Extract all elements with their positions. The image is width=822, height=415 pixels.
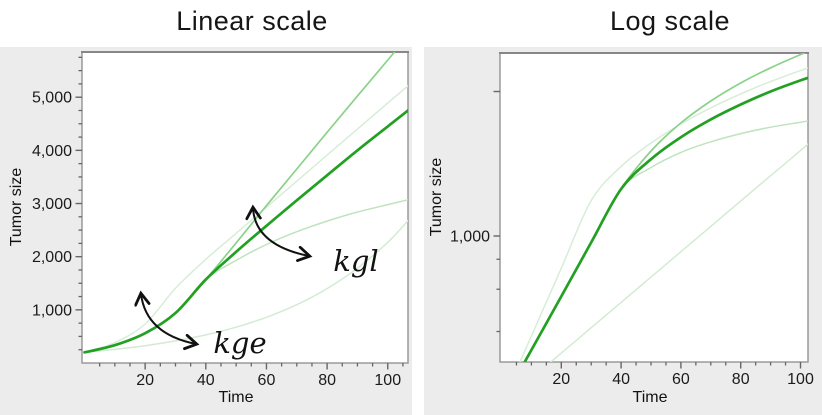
x-tick-label: 100: [787, 371, 814, 388]
curve-kge-low: [549, 143, 808, 362]
curve-base: [523, 76, 808, 362]
linear-panel-title: Linear scale: [176, 6, 328, 36]
x-tick-label: 80: [318, 372, 336, 389]
curve-kge-high: [519, 67, 808, 362]
annotation-layer: kge kgl: [141, 208, 379, 360]
x-tick-label: 60: [672, 371, 690, 388]
y-tick-label: 1,000: [32, 302, 72, 319]
y-tick-label: 1,000: [450, 229, 490, 246]
kge-arrow: [141, 294, 196, 344]
x-tick-label: 60: [258, 372, 276, 389]
log-plot-area: 20 40 60 80 100 1,000: [450, 52, 814, 388]
log-x-axis-label: Time: [632, 389, 668, 406]
kge-annotation-label: kge: [213, 326, 266, 360]
x-tick-label: 40: [612, 371, 630, 388]
x-tick-label: 40: [197, 372, 215, 389]
y-tick-label: 2,000: [32, 249, 72, 266]
linear-x-axis-label: Time: [218, 389, 254, 406]
kgl-annotation-label: kgl: [333, 244, 378, 278]
x-tick-label: 80: [732, 371, 750, 388]
x-tick-label: 20: [552, 371, 570, 388]
curves-group: [519, 53, 808, 362]
x-tick-label: 100: [374, 372, 401, 389]
plot-frame: [81, 51, 409, 364]
y-tick-label: 5,000: [32, 90, 72, 107]
x-tick-label: 20: [136, 372, 154, 389]
y-tick-label: 4,000: [32, 143, 72, 160]
y-tick-label: 3,000: [32, 196, 72, 213]
kgl-arrow: [253, 208, 309, 256]
log-panel-title: Log scale: [609, 6, 731, 36]
plot-frame: [499, 52, 809, 363]
